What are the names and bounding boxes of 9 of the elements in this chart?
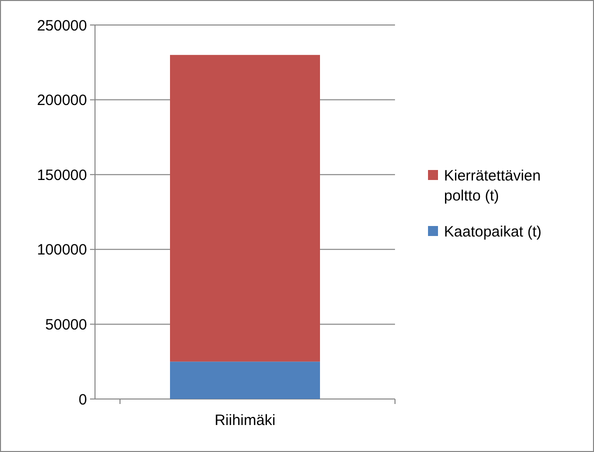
y-tick-label: 50000 bbox=[45, 316, 87, 334]
y-tick-label: 100000 bbox=[36, 242, 87, 259]
legend-label: Kierrätettävien poltto (t) bbox=[444, 167, 541, 204]
legend-label: Kaatopaikat (t) bbox=[444, 223, 542, 240]
y-tick-label: 0 bbox=[78, 391, 87, 408]
y-tick-label: 200000 bbox=[36, 92, 87, 110]
x-tick-label: Riihimäki bbox=[214, 412, 276, 429]
y-tick-label: 150000 bbox=[36, 166, 87, 184]
y-tick-label: 250000 bbox=[36, 17, 87, 34]
